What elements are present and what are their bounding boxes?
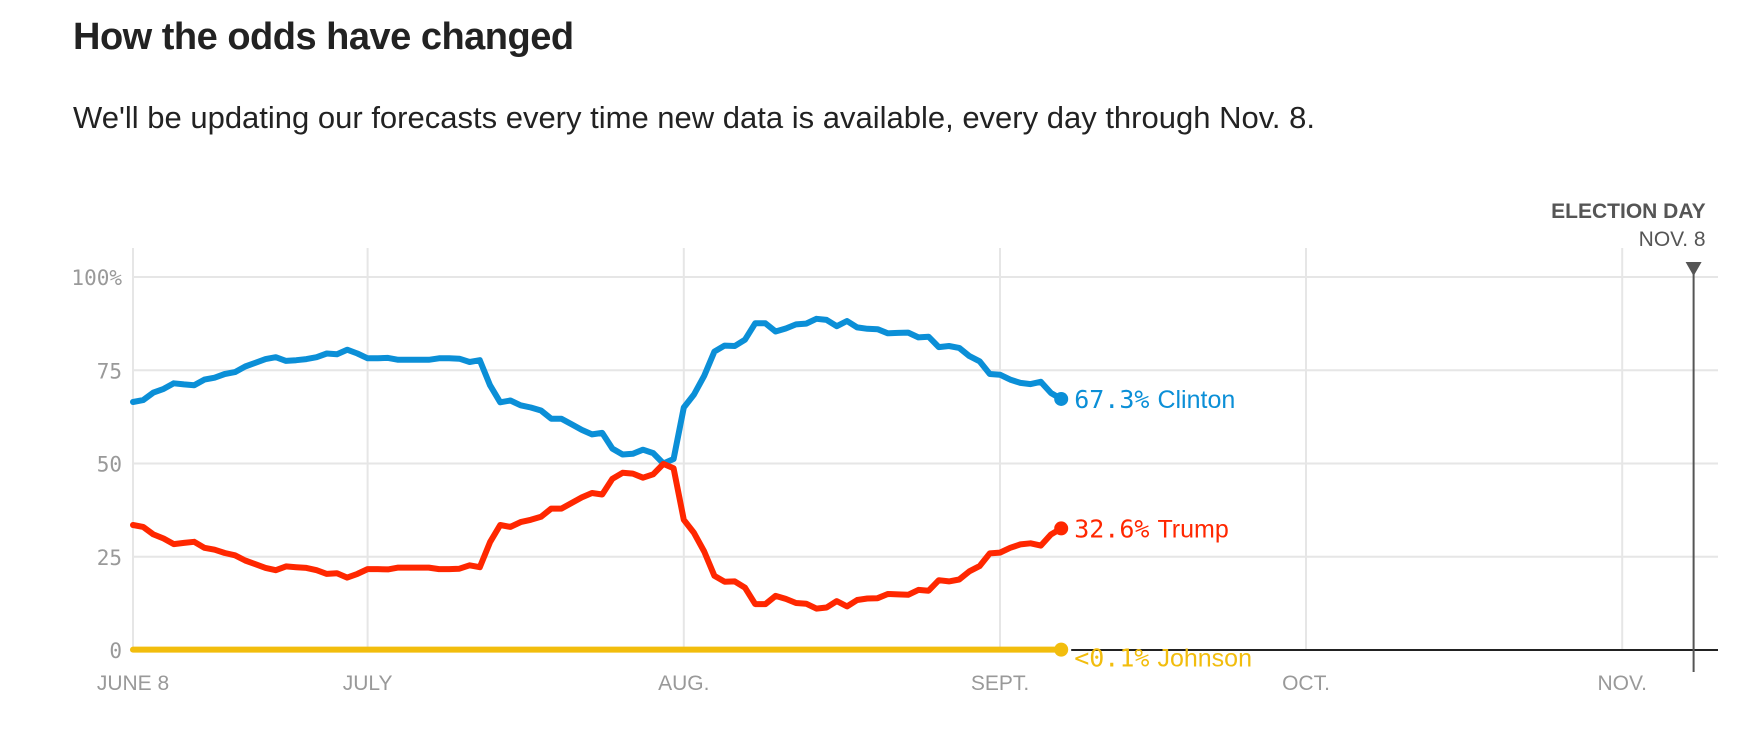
- chart-subtitle: We'll be updating our forecasts every ti…: [73, 100, 1315, 135]
- election-day-arrow-icon: [1685, 262, 1702, 276]
- series-end-name-clinton: Clinton: [1157, 386, 1235, 414]
- election-day-title: ELECTION DAY: [1551, 200, 1705, 223]
- series-layer: [130, 315, 1069, 657]
- series-end-value-trump: 32.6%: [1074, 514, 1149, 543]
- series-line-trump: [130, 460, 1065, 612]
- series-end-dot-johnson: [1054, 642, 1069, 657]
- y-tick-label: 25: [97, 546, 122, 570]
- series-end-dot-clinton: [1054, 391, 1069, 406]
- series-end-dot-trump: [1054, 521, 1069, 536]
- x-tick-label: AUG.: [658, 672, 709, 695]
- election-day-date: NOV. 8: [1639, 228, 1706, 251]
- series-line-clinton: [130, 315, 1065, 467]
- chart-title: How the odds have changed: [73, 16, 574, 58]
- series-end-name-johnson: Johnson: [1157, 645, 1252, 673]
- axis-layer: 0 25 50 75 100% JUNE 8 JULY AUG. SEPT. OCT. NOV.: [71, 266, 1718, 695]
- x-tick-label: OCT.: [1282, 672, 1330, 695]
- y-tick-label: 100%: [71, 266, 122, 290]
- y-tick-label: 75: [97, 359, 122, 383]
- x-tick-label: SEPT.: [971, 672, 1029, 695]
- x-tick-label: JUNE 8: [97, 672, 169, 695]
- y-tick-label: 50: [97, 453, 122, 477]
- grid-layer: [132, 248, 1718, 650]
- label-layer: 67.3% Clinton 32.6% Trump <0.1% Johnson: [1074, 385, 1252, 673]
- series-end-value-johnson: <0.1%: [1074, 644, 1149, 673]
- series-end-value-clinton: 67.3%: [1074, 385, 1149, 414]
- series-end-name-trump: Trump: [1157, 515, 1228, 543]
- x-tick-label: NOV.: [1597, 672, 1646, 695]
- x-tick-label: JULY: [343, 672, 393, 695]
- y-tick-label: 0: [109, 639, 122, 663]
- election-day-marker: ELECTION DAY NOV. 8: [1551, 200, 1706, 672]
